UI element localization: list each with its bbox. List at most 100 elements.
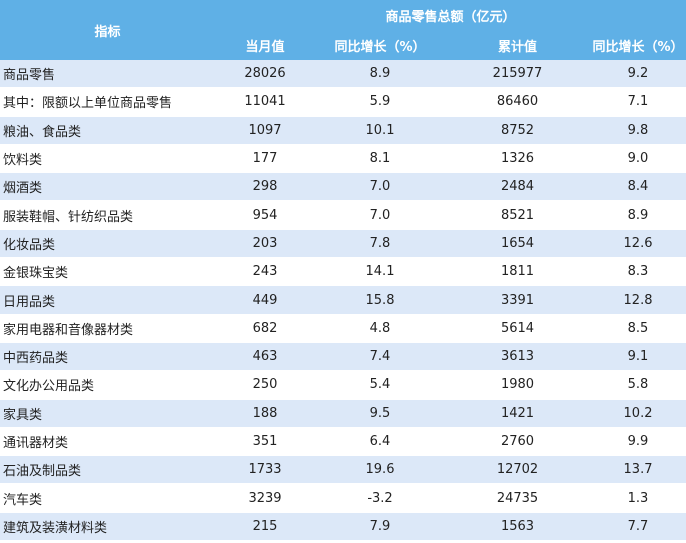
table-row: 粮油、食品类 1097 10.1 8752 9.8 xyxy=(0,116,686,145)
row-label: 汽车类 xyxy=(0,483,215,513)
cell-value: 9.5 xyxy=(315,399,445,428)
cell-value: 8.5 xyxy=(590,314,686,343)
cell-value: 12.8 xyxy=(590,285,686,315)
row-label: 烟酒类 xyxy=(0,172,215,202)
cell-value: 177 xyxy=(215,144,315,174)
table-row: 金银珠宝类 243 14.1 1811 8.3 xyxy=(0,257,686,287)
cell-value: 7.8 xyxy=(315,229,445,259)
cell-value: 1733 xyxy=(215,455,315,485)
cell-value: 250 xyxy=(215,370,315,400)
cell-value: 215 xyxy=(215,512,315,542)
cell-value: 2484 xyxy=(445,172,590,202)
table-row: 家具类 188 9.5 1421 10.2 xyxy=(0,399,686,428)
column-header: 同比增长（%） xyxy=(315,30,445,60)
row-label: 其中：限额以上单位商品零售 xyxy=(0,87,215,117)
cell-value: 203 xyxy=(215,229,315,259)
table-row: 文化办公用品类 250 5.4 1980 5.8 xyxy=(0,370,686,400)
group-header: 商品零售总额（亿元） xyxy=(215,0,686,30)
cell-value: 1326 xyxy=(445,144,590,174)
row-label: 通讯器材类 xyxy=(0,427,215,457)
cell-value: 1421 xyxy=(445,399,590,428)
cell-value: 12702 xyxy=(445,455,590,485)
cell-value: 6.4 xyxy=(315,427,445,457)
row-label: 日用品类 xyxy=(0,285,215,315)
table-row: 其中：限额以上单位商品零售 11041 5.9 86460 7.1 xyxy=(0,87,686,117)
cell-value: 7.4 xyxy=(315,342,445,372)
table-row: 化妆品类 203 7.8 1654 12.6 xyxy=(0,229,686,259)
cell-value: 7.7 xyxy=(590,512,686,542)
row-label: 商品零售 xyxy=(0,60,215,89)
cell-value: -3.2 xyxy=(315,483,445,513)
cell-value: 5.4 xyxy=(315,370,445,400)
column-header: 当月值 xyxy=(215,30,315,60)
cell-value: 3239 xyxy=(215,483,315,513)
cell-value: 19.6 xyxy=(315,455,445,485)
indicator-header: 指标 xyxy=(0,0,215,60)
cell-value: 5.8 xyxy=(590,370,686,400)
cell-value: 1563 xyxy=(445,512,590,542)
row-label: 粮油、食品类 xyxy=(0,116,215,145)
cell-value: 1654 xyxy=(445,229,590,259)
cell-value: 449 xyxy=(215,285,315,315)
cell-value: 8.1 xyxy=(315,144,445,174)
cell-value: 682 xyxy=(215,314,315,343)
row-label: 家用电器和音像器材类 xyxy=(0,314,215,343)
cell-value: 9.9 xyxy=(590,427,686,457)
cell-value: 24735 xyxy=(445,483,590,513)
row-label: 建筑及装潢材料类 xyxy=(0,512,215,542)
table-row: 日用品类 449 15.8 3391 12.8 xyxy=(0,285,686,315)
cell-value: 7.0 xyxy=(315,200,445,230)
row-label: 文化办公用品类 xyxy=(0,370,215,400)
cell-value: 12.6 xyxy=(590,229,686,259)
cell-value: 7.0 xyxy=(315,172,445,202)
cell-value: 243 xyxy=(215,257,315,287)
cell-value: 11041 xyxy=(215,87,315,117)
column-header: 同比增长（%） xyxy=(590,30,686,60)
column-header: 累计值 xyxy=(445,30,590,60)
cell-value: 215977 xyxy=(445,60,590,89)
cell-value: 1811 xyxy=(445,257,590,287)
cell-value: 8.4 xyxy=(590,172,686,202)
cell-value: 8521 xyxy=(445,200,590,230)
header-row: 指标 商品零售总额（亿元） xyxy=(0,0,686,60)
table-row: 中西药品类 463 7.4 3613 9.1 xyxy=(0,342,686,372)
cell-value: 28026 xyxy=(215,60,315,89)
cell-value: 7.1 xyxy=(590,87,686,117)
cell-value: 4.8 xyxy=(315,314,445,343)
cell-value: 13.7 xyxy=(590,455,686,485)
cell-value: 10.2 xyxy=(590,399,686,428)
cell-value: 8.3 xyxy=(590,257,686,287)
cell-value: 14.1 xyxy=(315,257,445,287)
cell-value: 9.0 xyxy=(590,144,686,174)
cell-value: 3613 xyxy=(445,342,590,372)
row-label: 服装鞋帽、针纺织品类 xyxy=(0,200,215,230)
cell-value: 954 xyxy=(215,200,315,230)
table-row: 服装鞋帽、针纺织品类 954 7.0 8521 8.9 xyxy=(0,200,686,230)
cell-value: 298 xyxy=(215,172,315,202)
cell-value: 351 xyxy=(215,427,315,457)
row-label: 金银珠宝类 xyxy=(0,257,215,287)
cell-value: 5614 xyxy=(445,314,590,343)
cell-value: 463 xyxy=(215,342,315,372)
row-label: 中西药品类 xyxy=(0,342,215,372)
row-label: 家具类 xyxy=(0,399,215,428)
table-row: 商品零售 28026 8.9 215977 9.2 xyxy=(0,60,686,89)
row-label: 石油及制品类 xyxy=(0,455,215,485)
table-body: 商品零售 28026 8.9 215977 9.2 其中：限额以上单位商品零售 11041 5… xyxy=(0,60,686,542)
table-row: 石油及制品类 1733 19.6 12702 13.7 xyxy=(0,455,686,485)
cell-value: 1097 xyxy=(215,116,315,145)
cell-value: 188 xyxy=(215,399,315,428)
cell-value: 8752 xyxy=(445,116,590,145)
cell-value: 5.9 xyxy=(315,87,445,117)
cell-value: 8.9 xyxy=(315,60,445,89)
cell-value: 9.2 xyxy=(590,60,686,89)
table-row: 建筑及装潢材料类 215 7.9 1563 7.7 xyxy=(0,512,686,542)
table-row: 烟酒类 298 7.0 2484 8.4 xyxy=(0,172,686,202)
cell-value: 1980 xyxy=(445,370,590,400)
cell-value: 10.1 xyxy=(315,116,445,145)
cell-value: 86460 xyxy=(445,87,590,117)
row-label: 化妆品类 xyxy=(0,229,215,259)
